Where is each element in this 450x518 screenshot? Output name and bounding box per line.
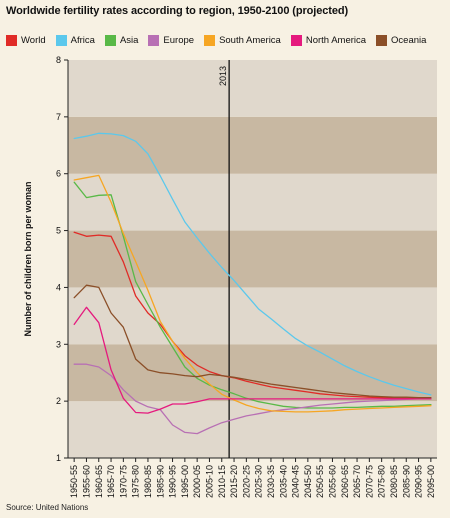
x-tick-label: 2045-50 [303, 465, 313, 498]
legend-item: South America [204, 35, 281, 46]
grid-band [68, 401, 437, 458]
x-tick-label: 2075-80 [377, 465, 387, 498]
year-marker-label: 2013 [218, 66, 228, 86]
x-tick-label: 2020-25 [241, 465, 251, 498]
grid-band [68, 287, 437, 345]
legend-item: Africa [55, 35, 95, 46]
series-line-world [73, 231, 432, 400]
x-tick-label: 2015-20 [229, 465, 239, 498]
y-tick-label: 1 [56, 453, 61, 463]
x-tick-label: 2030-35 [266, 465, 276, 498]
grid-band [68, 116, 437, 174]
grid-band [68, 230, 437, 288]
x-tick-label: 2010-15 [217, 465, 227, 498]
x-tick-label: 2005-10 [204, 465, 214, 498]
series-line-south-america [73, 174, 432, 413]
chart-legend: World Africa Asia Europe South America North … [6, 35, 446, 46]
x-tick-label: 1970-75 [118, 465, 128, 498]
x-tick-label: 2085-90 [401, 465, 411, 498]
x-tick-label: 2050-55 [315, 465, 325, 498]
x-tick-label: 1975-80 [131, 465, 141, 498]
legend-label: Asia [119, 35, 139, 46]
legend-item: North America [290, 35, 367, 46]
y-tick-label: 7 [56, 112, 61, 122]
y-tick-label: 4 [56, 282, 61, 292]
legend-item: Europe [148, 35, 194, 46]
chart-title: Worldwide fertility rates according to r… [6, 5, 349, 17]
x-tick-label: 1955-60 [81, 465, 91, 498]
x-tick-label: 1980-85 [143, 465, 153, 498]
legend-item: World [6, 35, 46, 46]
source-note: Source: United Nations [6, 503, 89, 512]
series-line-africa [73, 132, 432, 396]
legend-swatch [104, 35, 116, 46]
legend-label: North America [305, 35, 367, 46]
x-tick-label: 2090-95 [414, 465, 424, 498]
x-tick-label: 2055-60 [327, 465, 337, 498]
x-tick-label: 2060-65 [340, 465, 350, 498]
x-tick-label: 1960-65 [94, 465, 104, 498]
legend-label: Oceania [391, 35, 427, 46]
x-tick-label: 1995-00 [180, 465, 190, 498]
x-tick-label: 1990-95 [168, 465, 178, 498]
legend-label: Europe [163, 35, 195, 46]
grid-band [68, 60, 437, 117]
series-line-asia [73, 181, 432, 409]
series-line-europe [73, 363, 432, 435]
legend-swatch [376, 35, 388, 46]
grid-band [68, 173, 437, 231]
legend-item: Asia [104, 35, 139, 46]
x-tick-label: 2070-75 [364, 465, 374, 498]
legend-swatch [55, 35, 67, 46]
legend-item: Oceania [376, 35, 426, 46]
legend-label: Africa [70, 35, 95, 46]
y-tick-label: 6 [56, 169, 61, 179]
y-tick-label: 3 [56, 339, 61, 349]
legend-swatch [290, 35, 302, 46]
legend-label: South America [219, 35, 281, 46]
x-tick-label: 1965-70 [106, 465, 116, 498]
y-tick-label: 5 [56, 226, 61, 236]
legend-swatch [148, 35, 160, 46]
x-tick-label: 2080-85 [389, 465, 399, 498]
legend-swatch [204, 35, 216, 46]
x-tick-label: 2065-70 [352, 465, 362, 498]
x-tick-label: 1985-90 [155, 465, 165, 498]
x-tick-label: 2000-05 [192, 465, 202, 498]
y-axis-title: Number of children born per woman [23, 181, 33, 336]
y-tick-label: 2 [56, 396, 61, 406]
legend-swatch [6, 35, 17, 46]
series-line-north-america [73, 306, 432, 414]
x-tick-label: 2040-45 [291, 465, 301, 498]
x-tick-label: 2035-40 [278, 465, 288, 498]
x-tick-label: 1950-55 [69, 465, 79, 498]
x-tick-label: 2025-30 [254, 465, 264, 498]
y-tick-label: 8 [56, 55, 61, 65]
series-line-oceania [73, 284, 432, 399]
grid-band [68, 344, 437, 402]
x-tick-label: 2095-00 [426, 465, 436, 498]
legend-label: World [21, 35, 46, 46]
